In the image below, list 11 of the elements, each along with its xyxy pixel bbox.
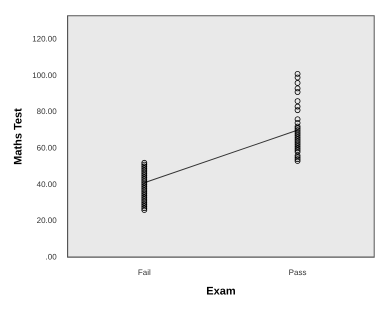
- y-tick-label: 60.00: [36, 144, 58, 152]
- x-axis-title: Exam: [206, 285, 236, 298]
- x-tick-label: Pass: [288, 268, 306, 278]
- y-tick-label: 20.00: [36, 216, 58, 226]
- y-tick-label: 80.00: [36, 107, 58, 116]
- y-tick-label: 120.00: [32, 34, 58, 44]
- y-tick-label: .00: [46, 252, 58, 262]
- y-tick-label: 40.00: [36, 180, 58, 189]
- y-tick-label: 100.00: [32, 70, 58, 80]
- y-axis-title: Maths Test: [12, 108, 25, 165]
- x-tick-label: Fail: [138, 268, 151, 278]
